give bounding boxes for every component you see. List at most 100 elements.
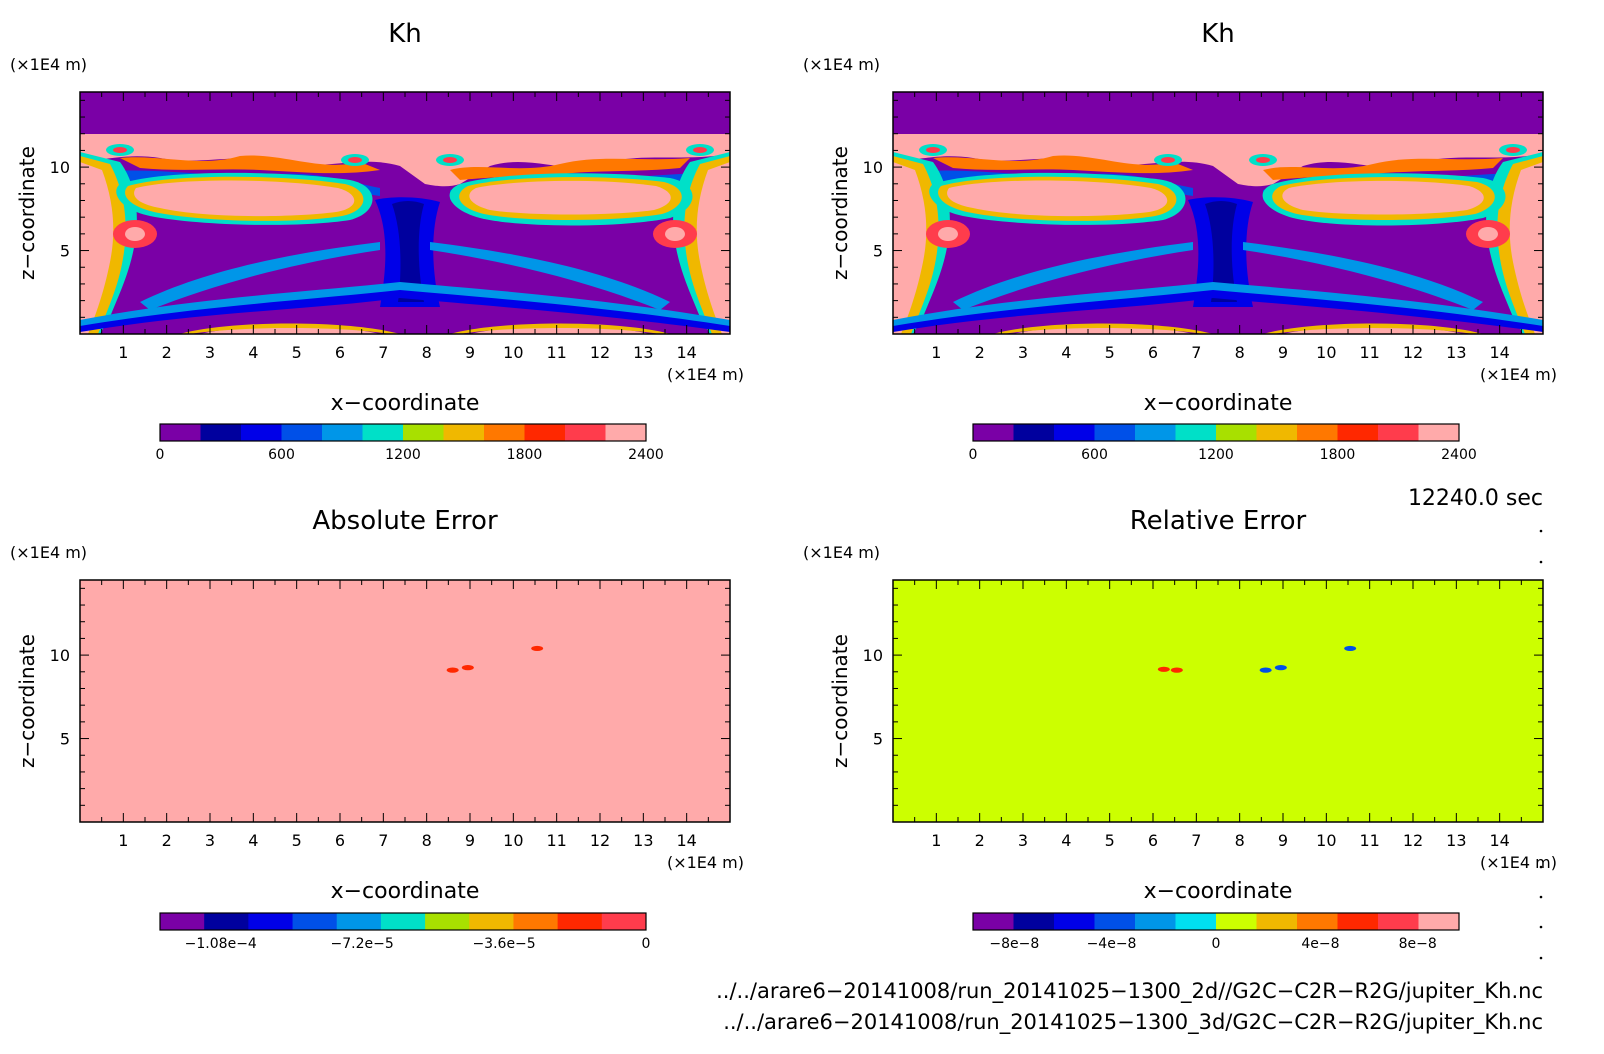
file-path-2d: ../../arare6−20141008/run_20141025−1300_… xyxy=(716,979,1543,1004)
absolute-error-xtick-label: 7 xyxy=(378,831,388,850)
kh-2d-xtick-label: 8 xyxy=(422,343,432,362)
kh-2d-xtick-label: 5 xyxy=(292,343,302,362)
kh-2d-xtick-label: 7 xyxy=(378,343,388,362)
kh-2d-x-unit: (×1E4 m) xyxy=(667,365,744,384)
absolute-error-colorbar-label: 0 xyxy=(642,936,651,952)
kh-3d-x-label: x−coordinate xyxy=(1144,391,1293,416)
kh-3d-x-unit: (×1E4 m) xyxy=(1480,365,1557,384)
kh-2d-xtick-label: 1 xyxy=(118,343,128,362)
relative-error-ytick-label: 5 xyxy=(873,730,883,749)
relative-error-spot-0 xyxy=(1157,666,1170,672)
kh-2d-colorbar-swatch xyxy=(160,424,201,441)
absolute-error-xtick-label: 9 xyxy=(465,831,475,850)
absolute-error-xtick-label: 6 xyxy=(335,831,345,850)
kh-3d-colorbar-swatch xyxy=(1297,424,1338,441)
absolute-error-xtick-label: 8 xyxy=(422,831,432,850)
kh-3d-colorbar-frame xyxy=(972,423,1460,442)
kh-2d-xtick-label: 2 xyxy=(162,343,172,362)
absolute-error-colorbar-swatch xyxy=(336,913,382,930)
kh-2d-colorbar-swatch xyxy=(281,424,323,441)
margin-dots xyxy=(1539,529,1543,960)
absolute-error-ytick-label: 10 xyxy=(50,646,70,665)
absolute-error-xtick-label: 5 xyxy=(292,831,302,850)
panel-absolute-error: Absolute Error(×1E4 m)1 2 3 4 5 6 7 8 9 10 11 12 13 1… xyxy=(10,506,744,952)
kh-2d-colorbar-swatch xyxy=(605,424,647,441)
relative-error-xtick-label: 13 xyxy=(1446,831,1466,850)
kh-2d-x-label: x−coordinate xyxy=(331,391,480,416)
kh-3d-xtick-label: 7 xyxy=(1191,343,1201,362)
relative-error-colorbar-swatch xyxy=(1418,913,1460,930)
kh-2d-colorbar-swatch xyxy=(200,424,242,441)
absolute-error-spot-2 xyxy=(531,645,544,652)
relative-error-colorbar-swatch xyxy=(1337,913,1379,930)
kh-3d-colorbar-label: 2400 xyxy=(1441,447,1477,463)
kh-3d-xtick-label: 9 xyxy=(1278,343,1288,362)
relative-error-xtick-label: 9 xyxy=(1278,831,1288,850)
relative-error-xtick-label: 2 xyxy=(975,831,985,850)
relative-error-colorbar-swatch xyxy=(1175,913,1217,930)
kh-2d-colorbar-swatch xyxy=(565,424,606,441)
absolute-error-colorbar-swatch xyxy=(601,913,647,930)
absolute-error-colorbar-label: −3.6e−5 xyxy=(472,936,535,952)
relative-error-xtick-label: 14 xyxy=(1489,831,1509,850)
absolute-error-colorbar-swatch xyxy=(469,913,514,930)
relative-error-colorbar-swatch xyxy=(973,913,1014,930)
kh-3d-colorbar-label: 1200 xyxy=(1198,447,1234,463)
absolute-error-xtick-label: 3 xyxy=(205,831,215,850)
kh-2d-xtick-label: 3 xyxy=(205,343,215,362)
kh-2d-field xyxy=(80,92,730,334)
kh-2d-xtick-label: 10 xyxy=(503,343,523,362)
kh-3d-xtick-label: 5 xyxy=(1105,343,1115,362)
kh-3d-xtick-label: 12 xyxy=(1403,343,1423,362)
relative-error-x-label: x−coordinate xyxy=(1144,879,1293,904)
absolute-error-xtick-label: 4 xyxy=(248,831,258,850)
relative-error-xtick-label: 12 xyxy=(1403,831,1423,850)
relative-error-colorbar-swatch xyxy=(1135,913,1176,930)
kh-2d-ytick-label: 10 xyxy=(50,158,70,177)
kh-3d-colorbar-label: 600 xyxy=(1081,447,1108,463)
absolute-error-colorbar-swatch xyxy=(425,913,470,930)
kh-3d-colorbar-swatch xyxy=(1256,424,1298,441)
absolute-error-colorbar-swatch xyxy=(513,913,559,930)
kh-3d-title: Kh xyxy=(1201,19,1235,49)
kh-3d-xtick-label: 13 xyxy=(1446,343,1466,362)
absolute-error-colorbar-label: −7.2e−5 xyxy=(331,936,394,952)
absolute-error-title: Absolute Error xyxy=(312,506,498,536)
relative-error-xtick-label: 4 xyxy=(1061,831,1071,850)
relative-error-colorbar-label: 4e−8 xyxy=(1301,936,1339,952)
kh-3d-ytick-label: 10 xyxy=(863,158,883,177)
kh-3d-xtick-label: 6 xyxy=(1148,343,1158,362)
absolute-error-x-label: x−coordinate xyxy=(331,879,480,904)
kh-2d-title: Kh xyxy=(388,19,422,49)
relative-error-xtick-label: 11 xyxy=(1359,831,1379,850)
kh-3d-xtick-label: 2 xyxy=(975,343,985,362)
kh-2d-colorbar-swatch xyxy=(524,424,566,441)
kh-3d-y-label: z−coordinate xyxy=(828,146,852,280)
kh-3d-colorbar-label: 0 xyxy=(969,447,978,463)
kh-2d-xtick-label: 14 xyxy=(676,343,696,362)
kh-3d-field xyxy=(893,92,1543,334)
kh-2d-colorbar-swatch xyxy=(443,424,485,441)
kh-3d-colorbar-swatch xyxy=(973,424,1014,441)
kh-3d-xtick-label: 10 xyxy=(1316,343,1336,362)
relative-error-colorbar-frame xyxy=(972,912,1460,931)
kh-2d-ytick-label: 5 xyxy=(60,242,70,261)
kh-2d-colorbar-swatch xyxy=(362,424,404,441)
kh-2d-colorbar-label: 2400 xyxy=(628,447,664,463)
kh-2d-y-label: z−coordinate xyxy=(15,146,39,280)
kh-3d-xtick-label: 14 xyxy=(1489,343,1509,362)
kh-2d-xtick-label: 12 xyxy=(590,343,610,362)
absolute-error-colorbar-swatch xyxy=(292,913,338,930)
absolute-error-colorbar-swatch xyxy=(204,913,249,930)
kh-3d-colorbar-swatch xyxy=(1135,424,1176,441)
kh-3d-colorbar-swatch xyxy=(1175,424,1217,441)
absolute-error-xtick-label: 1 xyxy=(118,831,128,850)
relative-error-colorbar-swatch xyxy=(1054,913,1095,930)
relative-error-colorbar-label: −8e−8 xyxy=(989,936,1039,952)
relative-error-spot-4 xyxy=(1344,645,1357,652)
kh-2d-colorbar-frame xyxy=(159,423,647,442)
kh-3d-colorbar-label: 1800 xyxy=(1320,447,1356,463)
file-path-3d: ../../arare6−20141008/run_20141025−1300_… xyxy=(723,1010,1543,1035)
kh-3d-colorbar-swatch xyxy=(1418,424,1460,441)
absolute-error-ytick-label: 5 xyxy=(60,730,70,749)
